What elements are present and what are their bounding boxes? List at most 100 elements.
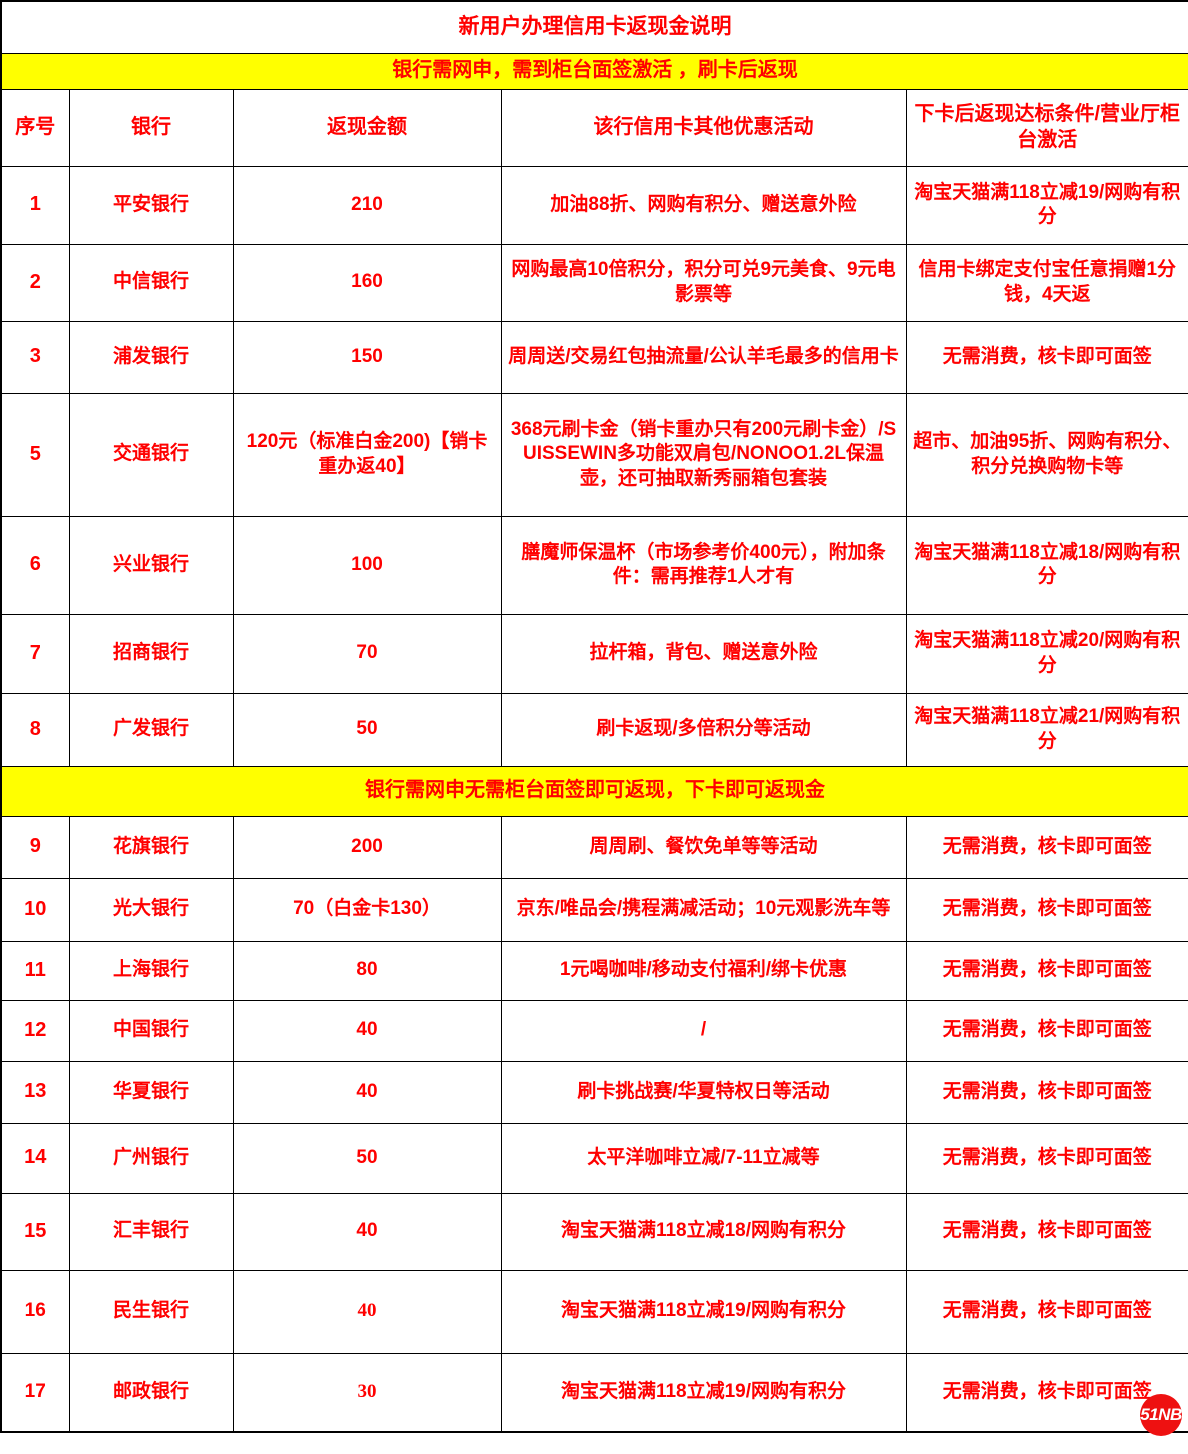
cell-condition: 无需消费，核卡即可面签 bbox=[905, 320, 1188, 394]
cell-index: 3 bbox=[0, 320, 70, 394]
column-header-amount: 返现金额 bbox=[232, 88, 502, 167]
cell-amount: 30 bbox=[232, 1352, 502, 1433]
cell-amount: 70（白金卡130） bbox=[232, 877, 502, 942]
table-row: 11 上海银行 80 1元喝咖啡/移动支付福利/绑卡优惠 无需消费，核卡即可面签 bbox=[0, 940, 1188, 1001]
cell-bank: 兴业银行 bbox=[68, 515, 234, 615]
cell-index: 8 bbox=[0, 692, 70, 767]
cell-amount: 80 bbox=[232, 940, 502, 1001]
table-row: 14 广州银行 50 太平洋咖啡立减/7-11立减等 无需消费，核卡即可面签 bbox=[0, 1122, 1188, 1194]
cell-amount: 50 bbox=[232, 692, 502, 767]
cell-condition: 信用卡绑定支付宝任意捐赠1分钱，4天返 bbox=[905, 243, 1188, 322]
cell-amount: 100 bbox=[232, 515, 502, 615]
cell-promo: 京东/唯品会/携程满减活动；10元观影洗车等 bbox=[500, 877, 907, 942]
cell-bank: 民生银行 bbox=[68, 1269, 234, 1354]
cell-bank: 广州银行 bbox=[68, 1122, 234, 1194]
cell-condition: 淘宝天猫满118立减18/网购有积分 bbox=[905, 515, 1188, 615]
cell-amount: 120元（标准白金200)【销卡重办返40】 bbox=[232, 392, 502, 517]
table-row: 9 花旗银行 200 周周刷、餐饮免单等等活动 无需消费，核卡即可面签 bbox=[0, 815, 1188, 879]
watermark-51nb-logo: 51NB bbox=[1140, 1394, 1182, 1436]
cell-promo: 周周送/交易红包抽流量/公认羊毛最多的信用卡 bbox=[500, 320, 907, 394]
table-title-row: 新用户办理信用卡返现金说明 bbox=[0, 0, 1188, 54]
cell-amount: 210 bbox=[232, 165, 502, 245]
cell-amount: 150 bbox=[232, 320, 502, 394]
cell-promo: 拉杆箱，背包、赠送意外险 bbox=[500, 613, 907, 694]
cell-condition: 无需消费，核卡即可面签 bbox=[905, 1269, 1188, 1354]
cell-condition: 无需消费，核卡即可面签 bbox=[905, 1192, 1188, 1271]
table-row: 6 兴业银行 100 膳魔师保温杯（市场参考价400元），附加条件：需再推荐1人… bbox=[0, 515, 1188, 615]
cell-bank: 平安银行 bbox=[68, 165, 234, 245]
table-row: 3 浦发银行 150 周周送/交易红包抽流量/公认羊毛最多的信用卡 无需消费，核… bbox=[0, 320, 1188, 394]
table-row: 16 民生银行 40 淘宝天猫满118立减19/网购有积分 无需消费，核卡即可面… bbox=[0, 1269, 1188, 1354]
cell-condition: 无需消费，核卡即可面签 bbox=[905, 1122, 1188, 1194]
cell-promo: 淘宝天猫满118立减19/网购有积分 bbox=[500, 1352, 907, 1433]
cell-condition: 淘宝天猫满118立减19/网购有积分 bbox=[905, 165, 1188, 245]
cell-promo: 368元刷卡金（销卡重办只有200元刷卡金）/SUISSEWIN多功能双肩包/N… bbox=[500, 392, 907, 517]
cell-bank: 华夏银行 bbox=[68, 1060, 234, 1124]
cell-index: 2 bbox=[0, 243, 70, 322]
table-row: 2 中信银行 160 网购最高10倍积分，积分可兑9元美食、9元电影票等 信用卡… bbox=[0, 243, 1188, 322]
cell-amount: 40 bbox=[232, 1192, 502, 1271]
cell-amount: 70 bbox=[232, 613, 502, 694]
cell-index: 17 bbox=[0, 1352, 70, 1433]
section-banner-1-row: 银行需网申，需到柜台面签激活 ，刷卡后返现 bbox=[0, 52, 1188, 90]
section-banner-2-label: 银行需网申无需柜台面签即可返现，下卡即可返现金 bbox=[0, 765, 1188, 817]
cell-promo: 淘宝天猫满118立减19/网购有积分 bbox=[500, 1269, 907, 1354]
cell-amount: 40 bbox=[232, 999, 502, 1062]
cell-promo: / bbox=[500, 999, 907, 1062]
cell-promo: 刷卡挑战赛/华夏特权日等活动 bbox=[500, 1060, 907, 1124]
cell-condition: 无需消费，核卡即可面签 bbox=[905, 1060, 1188, 1124]
cell-promo: 1元喝咖啡/移动支付福利/绑卡优惠 bbox=[500, 940, 907, 1001]
cell-promo: 膳魔师保温杯（市场参考价400元），附加条件：需再推荐1人才有 bbox=[500, 515, 907, 615]
cell-promo: 刷卡返现/多倍积分等活动 bbox=[500, 692, 907, 767]
cell-index: 11 bbox=[0, 940, 70, 1001]
cell-index: 6 bbox=[0, 515, 70, 615]
cell-index: 9 bbox=[0, 815, 70, 879]
cell-promo: 网购最高10倍积分，积分可兑9元美食、9元电影票等 bbox=[500, 243, 907, 322]
cell-bank: 广发银行 bbox=[68, 692, 234, 767]
cell-index: 15 bbox=[0, 1192, 70, 1271]
cell-index: 16 bbox=[0, 1269, 70, 1354]
table-row: 15 汇丰银行 40 淘宝天猫满118立减18/网购有积分 无需消费，核卡即可面… bbox=[0, 1192, 1188, 1271]
cell-amount: 50 bbox=[232, 1122, 502, 1194]
cell-condition: 无需消费，核卡即可面签 bbox=[905, 877, 1188, 942]
cell-index: 7 bbox=[0, 613, 70, 694]
cell-promo: 淘宝天猫满118立减18/网购有积分 bbox=[500, 1192, 907, 1271]
cell-index: 1 bbox=[0, 165, 70, 245]
cell-condition: 淘宝天猫满118立减20/网购有积分 bbox=[905, 613, 1188, 694]
section-banner-2-row: 银行需网申无需柜台面签即可返现，下卡即可返现金 bbox=[0, 765, 1188, 817]
cell-promo: 周周刷、餐饮免单等等活动 bbox=[500, 815, 907, 879]
table-row: 1 平安银行 210 加油88折、网购有积分、赠送意外险 淘宝天猫满118立减1… bbox=[0, 165, 1188, 245]
cell-condition: 超市、加油95折、网购有积分、积分兑换购物卡等 bbox=[905, 392, 1188, 517]
column-header-bank: 银行 bbox=[68, 88, 234, 167]
section-banner-1-label: 银行需网申，需到柜台面签激活 ，刷卡后返现 bbox=[0, 52, 1188, 90]
table-row: 5 交通银行 120元（标准白金200)【销卡重办返40】 368元刷卡金（销卡… bbox=[0, 392, 1188, 517]
cell-index: 13 bbox=[0, 1060, 70, 1124]
cell-promo: 太平洋咖啡立减/7-11立减等 bbox=[500, 1122, 907, 1194]
table-row: 10 光大银行 70（白金卡130） 京东/唯品会/携程满减活动；10元观影洗车… bbox=[0, 877, 1188, 942]
cell-amount: 40 bbox=[232, 1060, 502, 1124]
cell-amount: 160 bbox=[232, 243, 502, 322]
cell-bank: 中信银行 bbox=[68, 243, 234, 322]
cell-condition: 无需消费，核卡即可面签 bbox=[905, 815, 1188, 879]
cell-amount: 200 bbox=[232, 815, 502, 879]
cell-bank: 光大银行 bbox=[68, 877, 234, 942]
table-header-row: 序号 银行 返现金额 该行信用卡其他优惠活动 下卡后返现达标条件/营业厅柜台激活 bbox=[0, 88, 1188, 167]
table-row: 17 邮政银行 30 淘宝天猫满118立减19/网购有积分 无需消费，核卡即可面… bbox=[0, 1352, 1188, 1433]
cell-condition: 淘宝天猫满118立减21/网购有积分 bbox=[905, 692, 1188, 767]
cell-condition: 无需消费，核卡即可面签 bbox=[905, 940, 1188, 1001]
table-row: 13 华夏银行 40 刷卡挑战赛/华夏特权日等活动 无需消费，核卡即可面签 bbox=[0, 1060, 1188, 1124]
cell-bank: 上海银行 bbox=[68, 940, 234, 1001]
page-title: 新用户办理信用卡返现金说明 bbox=[0, 0, 1188, 54]
cell-bank: 汇丰银行 bbox=[68, 1192, 234, 1271]
column-header-promo: 该行信用卡其他优惠活动 bbox=[500, 88, 907, 167]
table-row: 8 广发银行 50 刷卡返现/多倍积分等活动 淘宝天猫满118立减21/网购有积… bbox=[0, 692, 1188, 767]
cell-bank: 交通银行 bbox=[68, 392, 234, 517]
cell-bank: 浦发银行 bbox=[68, 320, 234, 394]
table-row: 7 招商银行 70 拉杆箱，背包、赠送意外险 淘宝天猫满118立减20/网购有积… bbox=[0, 613, 1188, 694]
cell-index: 14 bbox=[0, 1122, 70, 1194]
cell-amount: 40 bbox=[232, 1269, 502, 1354]
cell-bank: 邮政银行 bbox=[68, 1352, 234, 1433]
cell-bank: 中国银行 bbox=[68, 999, 234, 1062]
